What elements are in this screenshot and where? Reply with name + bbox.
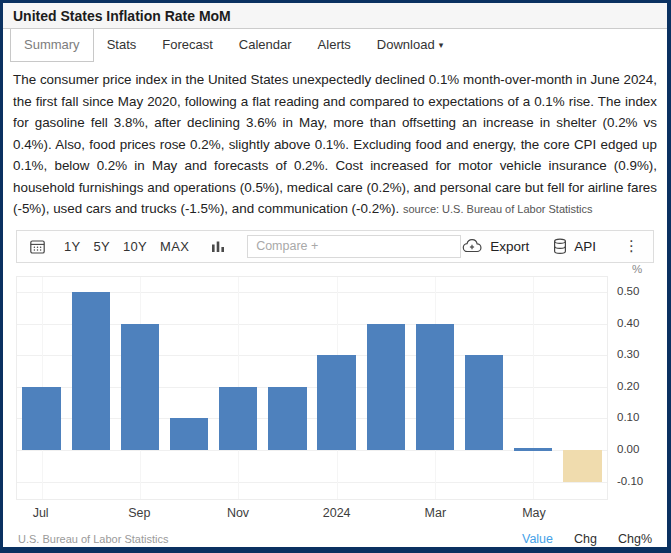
x-tick-label: Mar xyxy=(425,506,447,520)
y-axis: % 0.500.400.300.200.100.00-0.10 xyxy=(608,276,654,500)
x-tick-label: 2024 xyxy=(323,506,351,520)
bar-mar-2024[interactable] xyxy=(416,324,454,450)
database-icon xyxy=(553,238,567,255)
api-button[interactable]: API xyxy=(553,238,596,255)
y-tick-label: 0.20 xyxy=(617,380,639,392)
gridline xyxy=(17,482,607,483)
bar-chart-icon[interactable] xyxy=(211,239,225,253)
y-tick-label: 0.00 xyxy=(617,443,639,455)
range-10y-button[interactable]: 10Y xyxy=(123,239,147,254)
y-axis-unit-label: % xyxy=(632,263,642,275)
y-tick-label: -0.10 xyxy=(617,475,643,487)
range-5y-button[interactable]: 5Y xyxy=(94,239,111,254)
bar-jul-2023[interactable] xyxy=(22,387,60,450)
tab-bar: Summary Stats Forecast Calendar Alerts D… xyxy=(3,29,667,62)
calendar-icon[interactable] xyxy=(29,238,46,255)
page: United States Inflation Rate MoM Summary… xyxy=(3,3,667,550)
tab-download-label: Download xyxy=(377,37,435,52)
summary-text: The consumer price index in the United S… xyxy=(3,62,667,223)
bar-oct-2023[interactable] xyxy=(170,418,208,450)
bar-feb-2024[interactable] xyxy=(367,324,405,450)
summary-paragraph: The consumer price index in the United S… xyxy=(13,72,657,216)
source-note: source: U.S. Bureau of Labor Statistics xyxy=(403,203,593,215)
range-max-button[interactable]: MAX xyxy=(160,239,189,254)
chart-area: % 0.500.400.300.200.100.00-0.10 JulSepNo… xyxy=(16,276,654,522)
api-label: API xyxy=(574,239,596,254)
bar-apr-2024[interactable] xyxy=(465,355,503,450)
bar-aug-2023[interactable] xyxy=(72,292,110,450)
gridline-vertical xyxy=(533,277,534,499)
x-axis: Jul Sep Nov 2024 Mar May xyxy=(16,500,608,522)
mode-chgpct-link[interactable]: Chg% xyxy=(618,532,652,546)
bar-jun-2024[interactable] xyxy=(563,450,601,482)
chart-footer: U.S. Bureau of Labor Statistics Value Ch… xyxy=(16,528,654,550)
compare-input[interactable] xyxy=(247,235,461,258)
tab-summary[interactable]: Summary xyxy=(10,29,94,62)
export-label: Export xyxy=(490,239,529,254)
y-tick-label: 0.40 xyxy=(617,317,639,329)
mode-value-link[interactable]: Value xyxy=(522,532,553,546)
chart-toolbar: 1Y 5Y 10Y MAX Export xyxy=(16,230,654,263)
tab-stats[interactable]: Stats xyxy=(94,29,150,62)
bar-dec-2023[interactable] xyxy=(268,387,306,450)
toolbar-right-group: Export API ⋮ xyxy=(461,238,643,255)
chevron-down-icon: ▾ xyxy=(439,40,444,50)
tab-download[interactable]: Download ▾ xyxy=(364,29,456,62)
export-cloud-icon xyxy=(461,238,483,254)
y-tick-label: 0.30 xyxy=(617,348,639,360)
range-1y-button[interactable]: 1Y xyxy=(64,239,81,254)
more-options-icon[interactable]: ⋮ xyxy=(620,241,643,251)
x-tick-label: Sep xyxy=(128,506,150,520)
x-tick-label: Jul xyxy=(33,506,49,520)
y-tick-label: 0.10 xyxy=(617,411,639,423)
export-button[interactable]: Export xyxy=(461,238,529,254)
page-title: United States Inflation Rate MoM xyxy=(3,3,667,29)
tab-forecast[interactable]: Forecast xyxy=(149,29,226,62)
y-tick-label: 0.50 xyxy=(617,285,639,297)
mode-chg-link[interactable]: Chg xyxy=(574,532,597,546)
bar-nov-2023[interactable] xyxy=(219,387,257,450)
bar-sep-2023[interactable] xyxy=(121,324,159,450)
footer-mode-links: Value Chg Chg% xyxy=(522,532,652,546)
footer-source-label: U.S. Bureau of Labor Statistics xyxy=(18,533,168,545)
range-buttons: 1Y 5Y 10Y MAX xyxy=(64,239,189,254)
x-tick-label: Nov xyxy=(227,506,249,520)
bar-may-2024[interactable] xyxy=(514,448,552,451)
bar-jan-2024[interactable] xyxy=(317,355,355,450)
chart-plot[interactable] xyxy=(16,276,608,500)
tab-alerts[interactable]: Alerts xyxy=(305,29,364,62)
chart-wrap: % 0.500.400.300.200.100.00-0.10 xyxy=(16,276,654,500)
x-tick-label: May xyxy=(522,506,546,520)
tab-calendar[interactable]: Calendar xyxy=(226,29,305,62)
